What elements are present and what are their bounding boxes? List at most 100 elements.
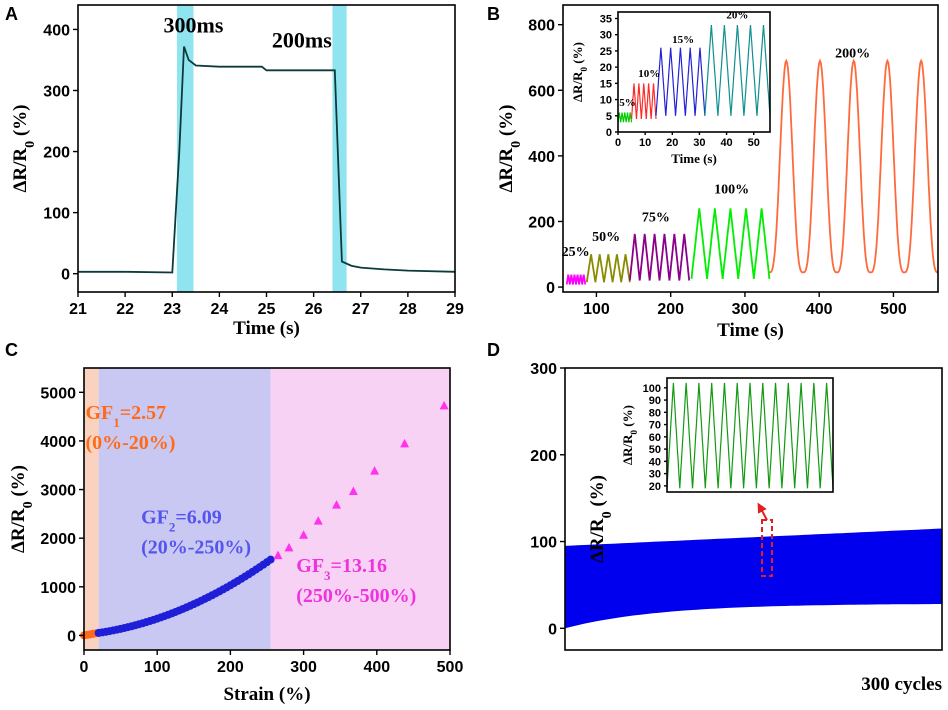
- series-line-75%: [628, 233, 691, 281]
- y-tick-label: 4000: [40, 434, 76, 451]
- y-tick-label: 0: [67, 628, 76, 645]
- y-tick-label: 600: [528, 83, 555, 100]
- y-tick-label: 300: [530, 361, 557, 378]
- inset-series-15%: [655, 47, 706, 116]
- y-axis-label: ΔR/R0 (%): [10, 104, 38, 192]
- panel-c-frame: [83, 367, 451, 651]
- x-tick-label: 500: [437, 659, 464, 676]
- inset-label-5%: 5%: [619, 97, 636, 109]
- y-tick-label: 300: [43, 83, 70, 100]
- x-tick-label: 300: [290, 659, 317, 676]
- region-2: [98, 368, 271, 650]
- series-line-25%: [565, 274, 587, 285]
- x-tick-label: 200: [657, 301, 684, 318]
- panel-d-frame: [564, 367, 943, 651]
- x-tick-label: 100: [144, 659, 171, 676]
- panel-b: 100 200 300 400 500020040060080025%50%75%100…: [487, 4, 939, 341]
- x-axis-label: Time (s): [717, 320, 784, 341]
- point-gf3: [439, 400, 449, 410]
- gf-annotation-1: GF1=2.57: [85, 402, 166, 430]
- shaded-region: [332, 5, 347, 292]
- y-tick-label: 60: [649, 432, 661, 444]
- x-tick-label: 40: [720, 137, 732, 149]
- x-tick-label: 400: [363, 659, 390, 676]
- panel-c: 0 100 200 300 400 500010002000300040005000GF1…: [5, 340, 463, 705]
- x-tick-label: 200: [217, 659, 244, 676]
- region-3: [270, 368, 450, 650]
- y-tick-label: 200: [43, 145, 70, 162]
- inset-background: [667, 378, 833, 492]
- y-tick-label: 30: [600, 30, 612, 42]
- inset-label-20%: 20%: [726, 9, 748, 21]
- y-tick-label: 5000: [40, 385, 76, 402]
- x-tick-label: 400: [806, 301, 833, 318]
- panel-a: 21 22 23 24 25 26 27 28 29 0 100 200 300 400 300ms 200m…: [5, 4, 464, 339]
- y-tick-label: 100: [643, 383, 661, 395]
- y-tick-label: 40: [649, 456, 661, 468]
- y-tick-label: 200: [530, 448, 557, 465]
- cycle-band: [565, 528, 942, 629]
- x-tick-label: 24: [210, 301, 228, 318]
- inset-y-axis-label: ΔR/R0 (%): [620, 405, 639, 465]
- x-tick-label: 21: [69, 301, 87, 318]
- y-tick-label: 0: [546, 280, 555, 297]
- x-tick-label: 500: [880, 301, 907, 318]
- point-gf3: [299, 530, 309, 539]
- y-tick-label: 20: [600, 62, 612, 74]
- y-tick-label: 25: [600, 46, 612, 58]
- inset-series-cycles: [666, 382, 834, 489]
- panel-letter-c: C: [5, 340, 18, 360]
- y-tick-label: 100: [530, 535, 557, 552]
- y-tick-label: 50: [649, 444, 661, 456]
- y-axis-label: ΔR/R0 (%): [8, 465, 36, 553]
- inset-b: 0 10 20 30 40 50 0 5 10 15 20 25 30 35 5% 10% 15% 20% Time…: [570, 9, 771, 166]
- y-tick-label: 1000: [40, 580, 76, 597]
- gf-range-2: (20%-250%): [141, 537, 251, 559]
- y-tick-label: 800: [528, 18, 555, 35]
- y-tick-label: 10: [600, 95, 612, 107]
- y-tick-label: 15: [600, 78, 612, 90]
- y-tick-label: 0: [606, 127, 612, 139]
- y-tick-label: 30: [649, 469, 661, 481]
- y-tick-label: 20: [649, 481, 661, 493]
- x-tick-label: 0: [80, 659, 89, 676]
- shaded-region: [176, 5, 194, 292]
- inset-series-5%: [617, 112, 633, 123]
- x-tick-label: 30: [693, 137, 705, 149]
- y-tick-label: 2000: [40, 531, 76, 548]
- y-axis-label: ΔR/R0 (%): [496, 104, 524, 192]
- cycles-caption: 300 cycles: [861, 674, 942, 695]
- inset-y-axis-label: ΔR/R0 (%): [570, 42, 589, 102]
- y-axis-label: ΔR/R0 (%): [587, 475, 615, 563]
- point-gf3: [332, 500, 342, 509]
- x-tick-label: 27: [352, 301, 370, 318]
- y-tick-label: 100: [43, 206, 70, 223]
- inset-x-axis-label: Time (s): [671, 151, 717, 166]
- point-gf3: [313, 516, 323, 525]
- region-1: [84, 368, 99, 650]
- inset-d-frame: [666, 377, 834, 493]
- series-label-100%: 100%: [714, 183, 749, 198]
- x-axis-label: Time (s): [233, 318, 300, 339]
- x-tick-label: 0: [615, 137, 621, 149]
- series-line-200%: [769, 58, 938, 274]
- panel-letter-d: D: [487, 340, 500, 360]
- y-tick-label: 70: [649, 420, 661, 432]
- y-tick-label: 90: [649, 395, 661, 407]
- inset-series-20%: [704, 24, 771, 116]
- gf-annotation-3: GF3=13.16: [296, 555, 387, 583]
- panel-letter-b: B: [487, 4, 500, 24]
- y-tick-label: 5: [606, 111, 612, 123]
- gf-annotation-2: GF2=6.09: [141, 507, 222, 535]
- series-line-100%: [690, 208, 771, 280]
- x-tick-label: 22: [116, 301, 134, 318]
- x-tick-label: 100: [583, 301, 610, 318]
- x-tick-label: 23: [163, 301, 181, 318]
- panel-b-frame: [562, 4, 939, 293]
- series-label-25%: 25%: [562, 245, 590, 260]
- x-tick-label: 29: [446, 301, 464, 318]
- x-tick-label: 50: [748, 137, 760, 149]
- y-tick-label: 80: [649, 407, 661, 419]
- point-gf3: [348, 486, 358, 495]
- point-gf3: [284, 542, 294, 552]
